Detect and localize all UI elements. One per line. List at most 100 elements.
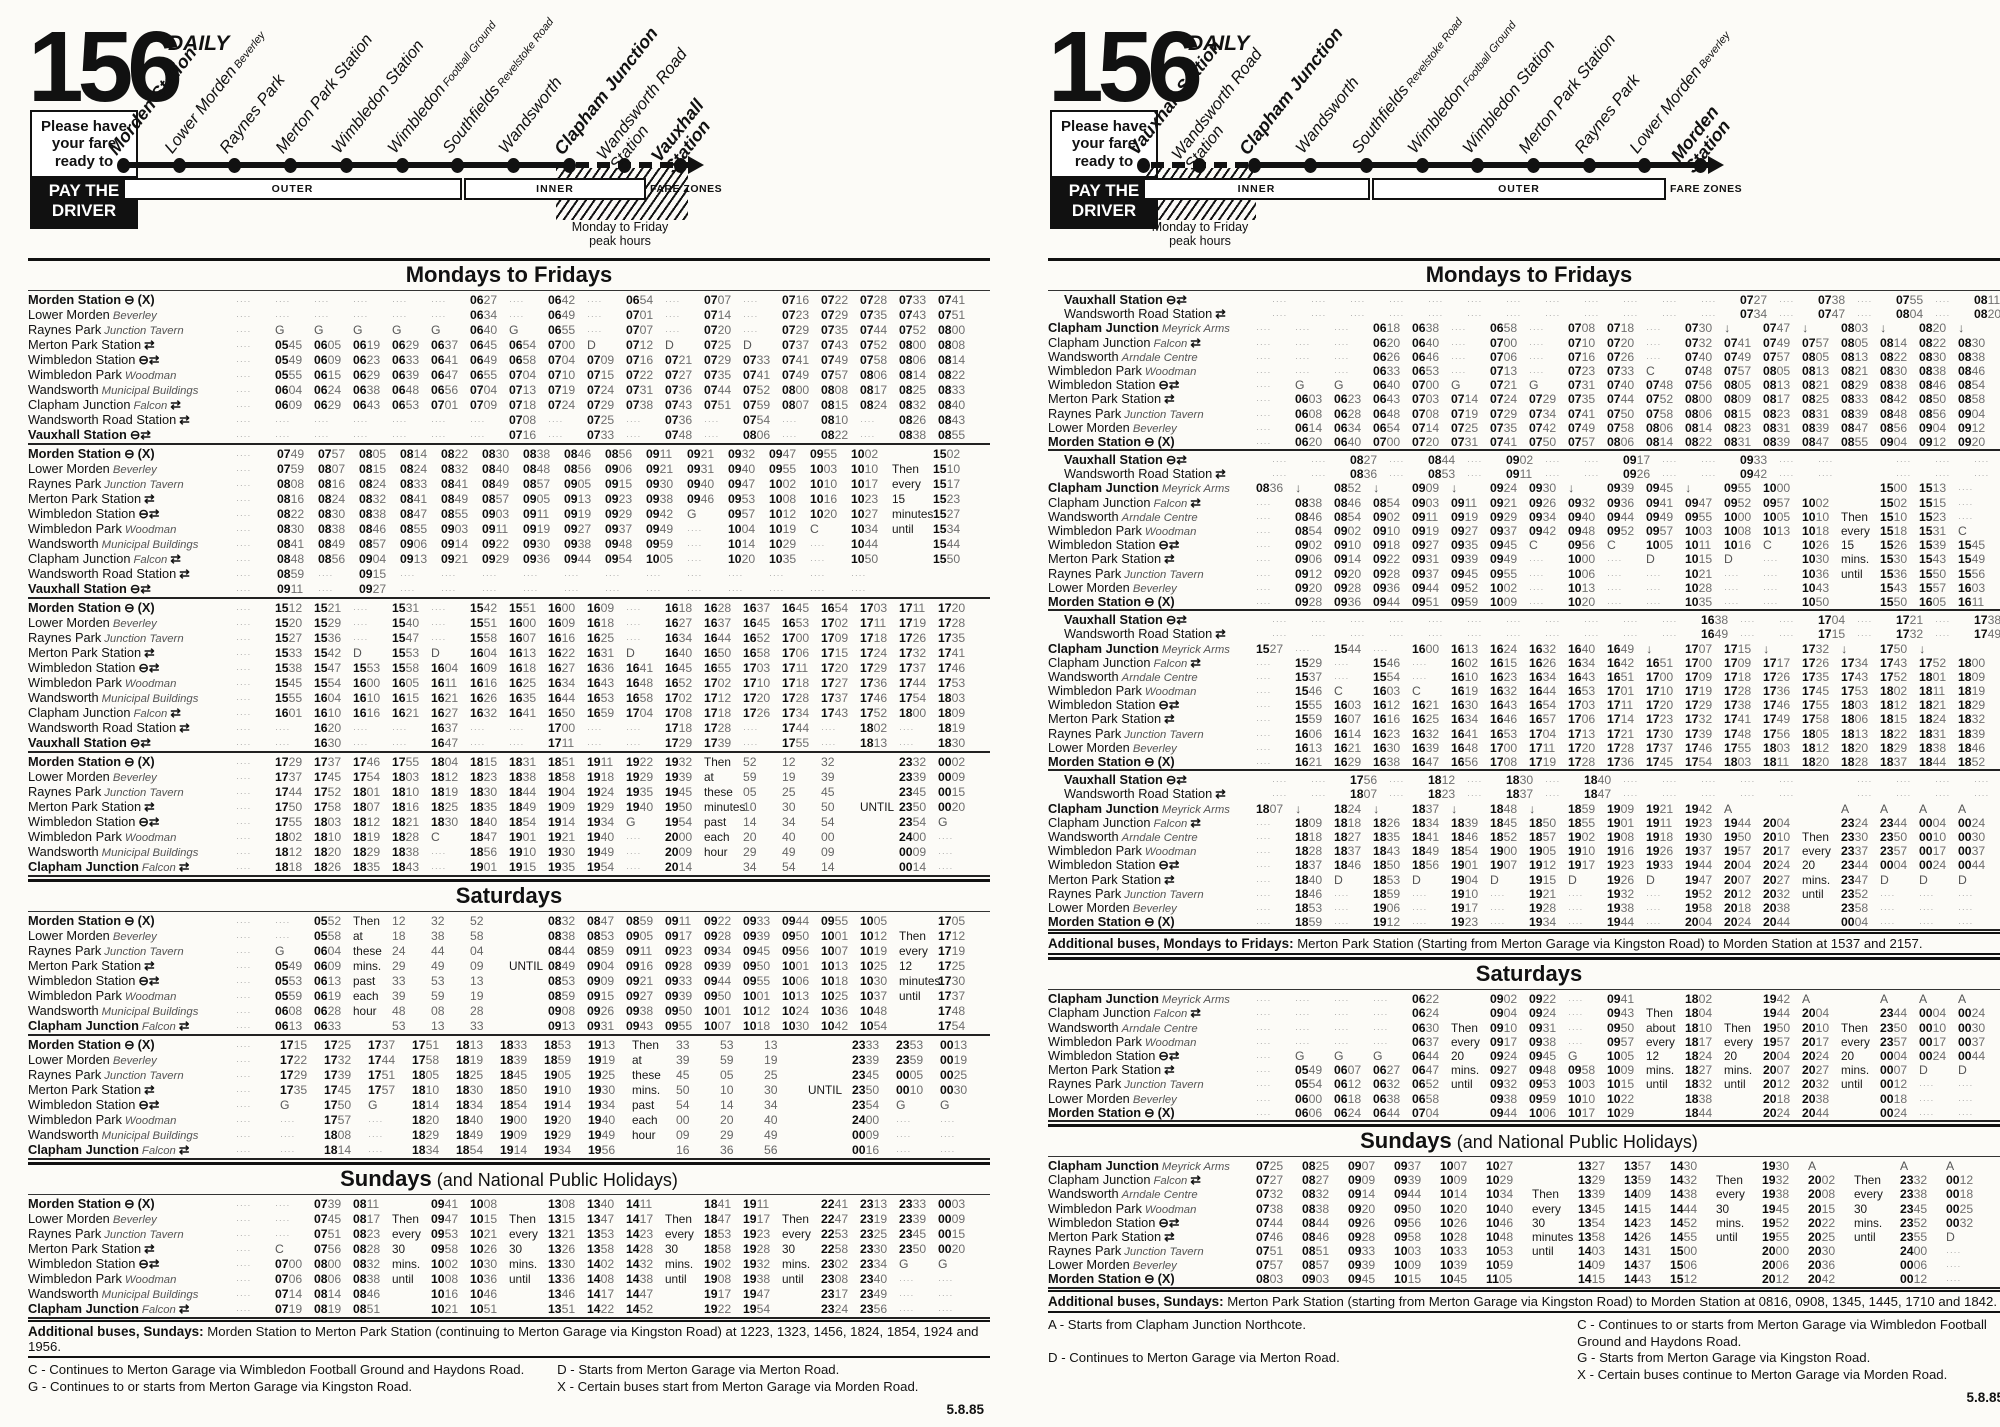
time-hours: 18 bbox=[456, 1083, 470, 1097]
time-minutes: 22 bbox=[717, 1302, 732, 1316]
time-minutes: 34 bbox=[678, 631, 693, 645]
time-hours: 09 bbox=[523, 492, 537, 506]
minutes-past-value: 33 bbox=[676, 1038, 690, 1052]
time-cell: 1700 bbox=[1685, 656, 1724, 670]
time-minutes: 29 bbox=[1854, 378, 1869, 393]
time-hours: 07 bbox=[275, 1302, 289, 1316]
time-hours: 08 bbox=[1802, 349, 1816, 364]
time-minutes: 04 bbox=[444, 755, 459, 769]
time-cell: 0735 bbox=[1568, 392, 1607, 406]
time-cell: 0713 bbox=[1490, 364, 1529, 378]
time-hours: 13 bbox=[587, 1212, 601, 1226]
time-cell: 0740 bbox=[1685, 350, 1724, 364]
time-hours: 18 bbox=[392, 815, 406, 829]
time-cell: 1849 bbox=[456, 1128, 500, 1142]
station-name: Morden Station bbox=[28, 754, 122, 769]
time-hours: 15 bbox=[1958, 566, 1972, 581]
time-minutes: 26 bbox=[561, 1242, 576, 1256]
no-service-dots: ···· bbox=[236, 758, 252, 768]
minutes-past-value: 54 bbox=[821, 815, 835, 829]
time-hours: 14 bbox=[587, 1272, 601, 1286]
time-cell: ···· bbox=[1529, 581, 1568, 595]
no-service-dots: ···· bbox=[275, 1200, 291, 1210]
time-cell: 00 bbox=[676, 1113, 720, 1127]
time-minutes: 36 bbox=[1815, 566, 1830, 581]
time-cell: 1050 bbox=[1802, 595, 1841, 609]
no-service-dots: ···· bbox=[1256, 498, 1272, 509]
time-cell: ···· bbox=[1545, 627, 1584, 641]
time-hours: 19 bbox=[500, 1128, 514, 1142]
time-cell: ···· bbox=[896, 1113, 940, 1127]
time-hours: 10 bbox=[1685, 552, 1699, 567]
no-service-dots: ···· bbox=[665, 296, 681, 306]
time-minutes: 40 bbox=[600, 830, 615, 844]
time-hours: 09 bbox=[605, 462, 619, 476]
time-cell: 34 bbox=[743, 860, 782, 874]
no-service-dots: ···· bbox=[236, 773, 252, 783]
time-hours: 16 bbox=[1529, 698, 1543, 713]
time-minutes: 26 bbox=[1776, 669, 1791, 684]
time-minutes: 58 bbox=[425, 1053, 440, 1067]
timetable-row: Raynes Park Junction Tavern ···· 0608 0628 06… bbox=[1048, 406, 2000, 421]
time-minutes: 05 bbox=[1776, 363, 1791, 378]
time-cell: ···· bbox=[1623, 293, 1662, 307]
time-hours: 13 bbox=[548, 1212, 562, 1226]
time-cell: 1557 bbox=[1919, 581, 1958, 595]
time-minutes: 38 bbox=[756, 1272, 771, 1286]
time-cell: 0020 bbox=[938, 1242, 977, 1256]
time-cell: 0549 bbox=[275, 353, 314, 367]
time-minutes: 03 bbox=[405, 770, 420, 784]
time-minutes: 04 bbox=[741, 522, 756, 536]
time-cell: 1030 bbox=[782, 1019, 821, 1033]
time-minutes: 44 bbox=[717, 974, 732, 988]
time-cell: ···· bbox=[1506, 627, 1545, 641]
time-minutes: 56 bbox=[327, 1242, 342, 1256]
minutes-past-value: 44 bbox=[431, 944, 445, 958]
time-cell: 0916 bbox=[626, 959, 665, 973]
route-stop-label: WimbledonFootball Ground bbox=[384, 17, 499, 156]
time-cell: ···· bbox=[236, 1257, 275, 1271]
time-hours: 10 bbox=[1568, 594, 1582, 609]
station-sublabel: Meyrick Arms bbox=[1161, 483, 1230, 496]
time-minutes: 24 bbox=[1503, 641, 1518, 656]
time-hours: 14 bbox=[587, 1287, 601, 1301]
no-service-dots: ···· bbox=[275, 1230, 291, 1240]
time-hours: 07 bbox=[1451, 406, 1465, 421]
time-hours: 15 bbox=[314, 616, 328, 630]
time-cell: UNTIL bbox=[860, 800, 899, 814]
time-minutes: 53 bbox=[444, 1227, 459, 1241]
time-minutes: 50 bbox=[1893, 641, 1908, 656]
time-cell: 20 bbox=[743, 830, 782, 844]
time-cell: 0748 bbox=[665, 428, 704, 442]
time-cell: 1746 bbox=[860, 691, 899, 705]
time-cell: 0756 bbox=[314, 1242, 353, 1256]
frequency-word: Then bbox=[392, 1212, 419, 1226]
time-minutes: 02 bbox=[782, 477, 797, 491]
time-hours: 06 bbox=[275, 1004, 289, 1018]
no-service-dots: ···· bbox=[940, 1146, 956, 1156]
time-cell: ···· bbox=[236, 537, 277, 551]
row-station-label: Lower Morden Beverley bbox=[28, 461, 236, 476]
underground-and-rail-icon: ⊖⇄ bbox=[1158, 378, 1180, 393]
time-cell: 0030 bbox=[940, 1083, 984, 1097]
time-minutes: 43 bbox=[951, 413, 966, 427]
time-cell: 0640 bbox=[1373, 378, 1412, 392]
time-cell: ···· bbox=[236, 1212, 275, 1226]
time-cell: 0758 bbox=[860, 353, 899, 367]
time-cell: 1447 bbox=[626, 1287, 665, 1301]
time-cell: 1737 bbox=[821, 691, 860, 705]
station-name: Wimbledon Station bbox=[28, 660, 136, 675]
station-name: Lower Morden bbox=[28, 769, 110, 784]
time-cell: ···· bbox=[236, 989, 275, 1003]
no-service-dots: ···· bbox=[353, 311, 369, 321]
time-hours: 07 bbox=[548, 398, 562, 412]
time-cell: 0851 bbox=[353, 1302, 392, 1316]
time-minutes: 52 bbox=[912, 323, 927, 337]
time-minutes: 52 bbox=[873, 706, 888, 720]
no-service-dots: ···· bbox=[1428, 310, 1444, 321]
time-hours: 16 bbox=[548, 661, 562, 675]
time-hours: 07 bbox=[1568, 363, 1582, 378]
time-minutes: 19 bbox=[951, 721, 966, 735]
time-cell: 49 bbox=[431, 959, 470, 973]
time-cell: 1623 bbox=[1490, 670, 1529, 684]
